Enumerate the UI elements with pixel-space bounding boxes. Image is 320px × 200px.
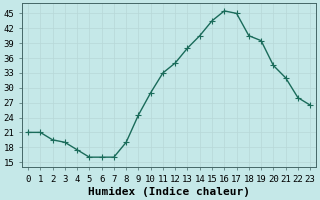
X-axis label: Humidex (Indice chaleur): Humidex (Indice chaleur) [88, 186, 250, 197]
